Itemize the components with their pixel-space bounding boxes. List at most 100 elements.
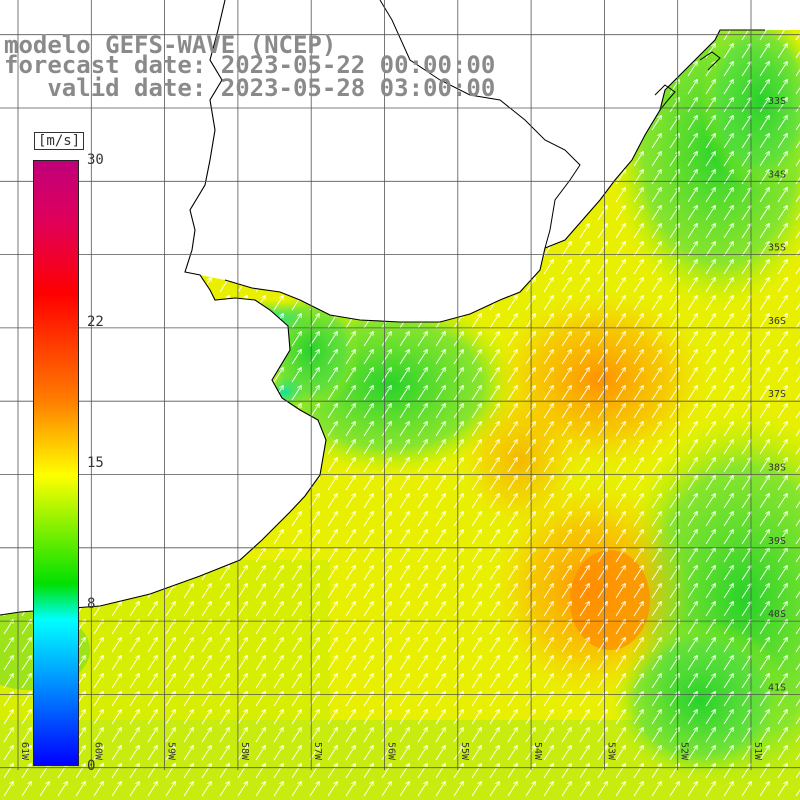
wind-arrow <box>435 566 445 581</box>
wind-arrow <box>633 548 643 563</box>
wind-arrow <box>291 314 301 329</box>
wind-arrow <box>615 260 625 275</box>
wind-arrow <box>507 458 517 473</box>
wind-arrow <box>147 602 157 617</box>
wind-arrow <box>615 602 625 617</box>
wind-arrow <box>543 332 553 347</box>
wind-arrow <box>687 566 697 581</box>
wind-arrow <box>723 188 733 203</box>
wind-arrow <box>345 512 355 527</box>
wind-arrow <box>759 350 769 365</box>
wind-arrow <box>399 404 409 419</box>
wind-arrow <box>471 476 481 491</box>
wind-arrow <box>345 368 355 383</box>
wind-arrow <box>507 422 517 437</box>
wind-arrow <box>795 331 800 347</box>
wind-arrow <box>345 350 355 365</box>
wind-arrow <box>651 188 661 203</box>
wind-arrow <box>165 620 175 635</box>
wind-arrow <box>543 260 553 275</box>
wind-arrow <box>597 278 607 293</box>
wind-arrow <box>561 494 571 509</box>
wind-arrow <box>705 242 715 257</box>
wind-arrow <box>291 584 301 599</box>
wind-arrow <box>597 260 607 275</box>
wind-arrow <box>759 620 769 635</box>
wind-arrow <box>759 116 769 131</box>
wind-arrow <box>417 548 427 563</box>
wind-arrow <box>597 368 607 383</box>
wind-arrow <box>165 584 175 599</box>
wind-arrow <box>777 44 787 59</box>
latitude-label: 36S <box>768 316 786 327</box>
wind-arrow <box>741 98 751 113</box>
wind-arrow <box>561 602 571 617</box>
wind-arrow <box>723 620 733 635</box>
wind-arrow <box>633 260 643 275</box>
wind-arrow <box>381 548 391 563</box>
wind-arrow <box>417 566 427 581</box>
wind-arrow <box>741 134 751 149</box>
wind-arrow <box>399 494 409 509</box>
latitude-label: 37S <box>768 389 786 400</box>
wind-arrow <box>795 97 800 113</box>
latitude-label: 35S <box>768 243 786 254</box>
wind-arrow <box>111 638 121 653</box>
wind-arrow <box>615 278 625 293</box>
wind-arrow <box>183 638 193 653</box>
wind-arrow <box>525 548 535 563</box>
wind-arrow <box>741 242 751 257</box>
wind-arrow <box>399 368 409 383</box>
wind-arrow <box>417 440 427 455</box>
wind-arrow <box>741 620 751 635</box>
wind-arrow <box>543 512 553 527</box>
wind-arrow <box>273 530 283 545</box>
latitude-label: 39S <box>768 536 786 547</box>
wind-arrow <box>687 260 697 275</box>
wind-arrow <box>345 584 355 599</box>
wind-arrow <box>795 30 800 41</box>
wind-arrow <box>741 332 751 347</box>
wind-arrow <box>471 566 481 581</box>
wind-arrow <box>741 494 751 509</box>
wind-arrow <box>507 530 517 545</box>
wind-arrow <box>723 30 733 41</box>
wind-arrow <box>651 350 661 365</box>
wind-arrow <box>561 566 571 581</box>
wind-arrow <box>507 440 517 455</box>
wind-arrow <box>759 368 769 383</box>
wind-arrow <box>345 386 355 401</box>
wind-arrow <box>561 314 571 329</box>
wind-arrow <box>471 404 481 419</box>
wind-arrow <box>363 422 373 437</box>
wind-arrow <box>219 566 229 581</box>
wind-arrow <box>741 458 751 473</box>
wind-arrow <box>741 260 751 275</box>
wind-arrow <box>777 494 787 509</box>
wind-arrow <box>291 530 301 545</box>
wind-arrow <box>741 530 751 545</box>
wind-arrow <box>273 296 283 311</box>
longitude-label: 56W <box>386 742 397 761</box>
longitude-label: 59W <box>166 742 177 761</box>
title-valid-date: valid date: 2023-05-28 03:00:00 <box>4 74 496 102</box>
wind-arrow <box>633 476 643 491</box>
wind-arrow <box>651 332 661 347</box>
wind-arrow <box>417 584 427 599</box>
wind-arrow <box>237 620 247 635</box>
wind-arrow <box>633 530 643 545</box>
wind-arrow <box>615 224 625 239</box>
longitude-label: 57W <box>312 742 323 761</box>
wind-arrow <box>723 314 733 329</box>
wind-arrow <box>687 512 697 527</box>
wind-arrow <box>723 134 733 149</box>
wind-arrow <box>273 548 283 563</box>
wind-arrow <box>417 620 427 635</box>
wind-arrow <box>525 314 535 329</box>
wind-arrow <box>777 422 787 437</box>
wind-arrow <box>579 332 589 347</box>
wind-arrow <box>759 314 769 329</box>
wind-arrow <box>795 529 800 545</box>
wind-arrow <box>579 368 589 383</box>
wind-arrow <box>597 332 607 347</box>
